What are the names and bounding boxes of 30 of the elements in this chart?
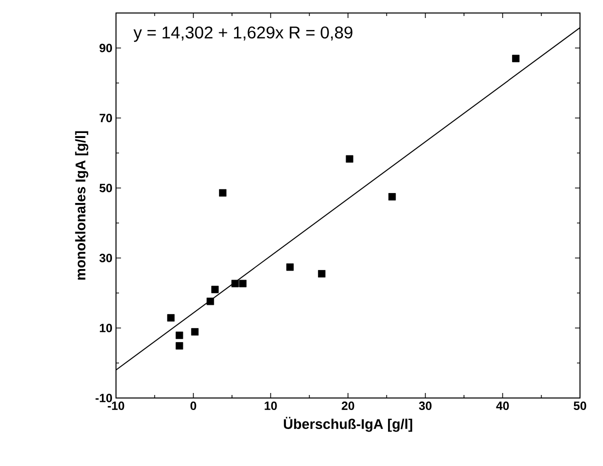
x-tick-label: 30 — [418, 402, 432, 410]
y-tick-label: 10 — [100, 324, 112, 332]
point — [318, 270, 326, 278]
x-tick-label: 10 — [264, 402, 277, 410]
point — [167, 314, 175, 322]
point — [206, 298, 214, 306]
point — [239, 280, 247, 288]
point — [346, 155, 354, 163]
x-tick-label: 0 — [190, 402, 196, 410]
point — [231, 280, 239, 288]
x-tick-label: 20 — [342, 402, 354, 410]
point — [176, 332, 184, 340]
x-tick-label: -10 — [108, 402, 124, 410]
x-tick-label: 40 — [496, 402, 509, 410]
annotation: y = 14,302 + 1,629x R = 0,89 — [134, 26, 352, 42]
point — [211, 286, 219, 294]
point — [219, 189, 226, 197]
y-tick-label: 30 — [99, 254, 112, 262]
y-tick-label: 70 — [100, 114, 112, 122]
x-axis-title: Überschuß-IgA [g/l] — [284, 416, 412, 432]
y-tick-label: -10 — [96, 394, 112, 402]
y-tick-label: 90 — [100, 44, 112, 52]
point — [191, 328, 199, 336]
point — [176, 342, 184, 350]
x-tick-label: 50 — [574, 402, 586, 410]
point — [286, 263, 294, 271]
point — [388, 193, 396, 200]
y-tick-label: 50 — [100, 184, 112, 192]
y-axis-title: monoklonales IgA [g/l] — [75, 131, 88, 280]
point — [512, 54, 520, 62]
